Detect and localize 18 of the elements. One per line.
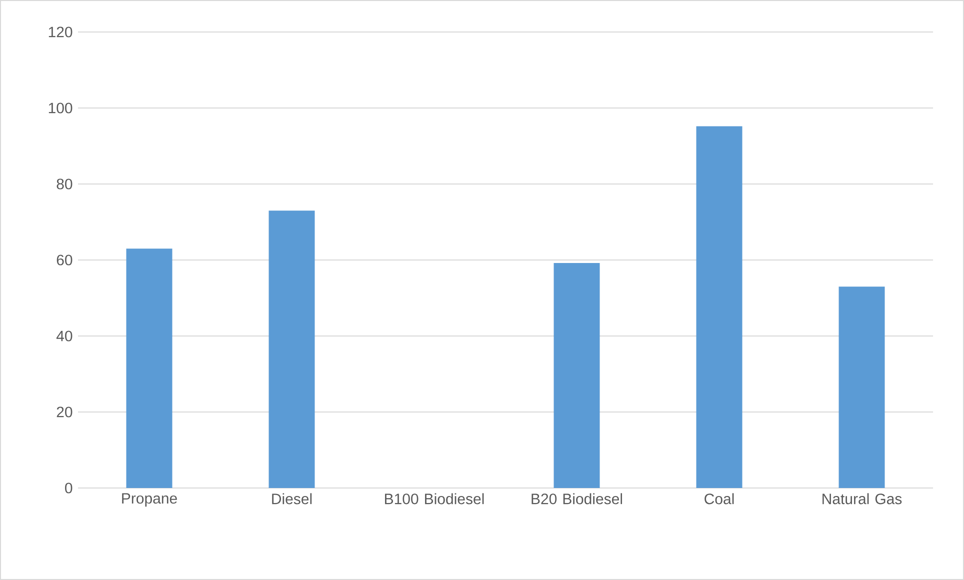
bar [838,286,885,488]
x-tick-label: Natural Gas [822,493,902,504]
y-tick-label: 60 [56,254,72,266]
y-tick-label: 100 [48,102,72,114]
x-tick-label: Coal [704,493,734,504]
y-tick-label: 20 [56,406,72,418]
bar [268,210,315,488]
y-tick-label: 80 [56,178,72,190]
bar [696,126,742,488]
y-tick-label: 0 [65,482,72,494]
x-tick-label: Diesel [272,493,312,504]
x-tick-label: B100 Biodiesel [385,493,484,504]
bar [554,263,600,488]
y-tick-label: 40 [56,330,72,342]
x-tick-label: B20 Biodiesel [532,493,622,504]
y-tick-label: 120 [48,26,72,38]
x-tick-label: Propane [122,493,177,507]
bar [126,248,172,488]
